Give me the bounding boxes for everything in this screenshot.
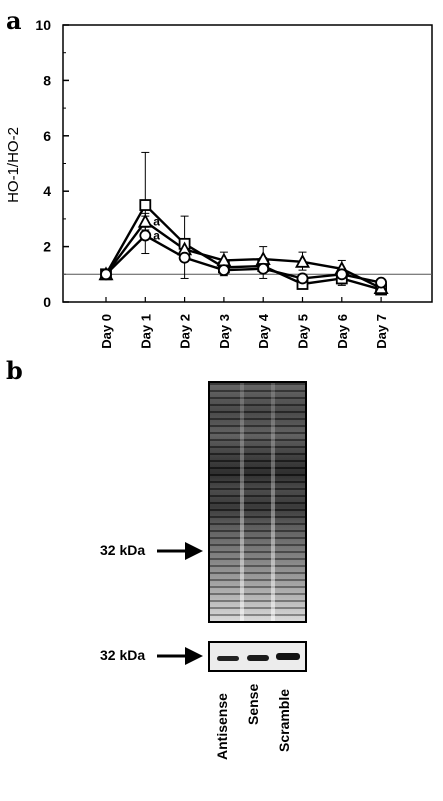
circle-marker [375,276,388,289]
x-tick-label: Day 6 [335,314,350,349]
triangle-marker [294,253,311,268]
gel-lane-gap-1 [240,383,244,621]
annotation-label: a [153,229,160,243]
series-line-circle [105,234,382,284]
gel-band-pattern [210,383,305,621]
gel-lane-gap-2 [271,383,275,621]
x-tick-label: Day 0 [99,314,114,349]
chart-axes: 0 2 4 6 8 10 [35,17,433,310]
y-tick-label: 8 [43,72,51,88]
blot-band-scramble [276,653,300,660]
panel-a-letter: a [6,6,22,35]
chart-annotations: aa [153,215,160,243]
lane-label-antisense: Antisense [214,693,230,760]
y-axis-label: HO-1/HO-2 [5,127,22,203]
circle-marker [257,262,270,275]
lane-label-sense: Sense [245,683,261,725]
series-markers [98,199,389,296]
marker-arrow-top [157,542,203,560]
series-line-square [104,203,382,291]
panel-b-letter: b [6,356,23,385]
x-tick-label: Day 2 [178,314,193,349]
circle-marker [178,251,191,264]
y-tick-label: 10 [35,17,51,33]
marker-arrow-bottom [157,647,203,665]
lane-label-scramble: Scramble [276,688,292,752]
y-tick-label: 0 [43,294,51,310]
marker-label-top: 32 kDa [100,542,146,558]
circle-marker [217,264,230,277]
gel-image [208,381,307,623]
annotation-label: a [153,215,160,229]
x-tick-label: Day 5 [296,314,311,349]
y-tick-label: 4 [43,183,51,199]
square-marker [139,199,152,211]
y-tick-label: 6 [43,128,51,144]
circle-marker [139,229,152,242]
circle-marker [335,268,348,281]
blot-band-sense [247,655,269,661]
western-blot-strip [208,641,307,672]
circle-marker [296,272,309,285]
blot-band-antisense [217,656,239,661]
x-tick-labels: Day 0 Day 1 Day 2 Day 3 Day 4 Day 5 Day 6 Day 7 [99,297,389,349]
x-tick-label: Day 1 [138,314,153,349]
x-tick-label: Day 4 [256,313,271,348]
y-tick-label: 2 [43,239,51,255]
triangle-marker [137,213,153,228]
circle-marker [100,268,112,281]
x-tick-label: Day 7 [374,314,389,349]
x-tick-label: Day 3 [217,314,232,349]
marker-label-bottom: 32 kDa [100,647,146,663]
